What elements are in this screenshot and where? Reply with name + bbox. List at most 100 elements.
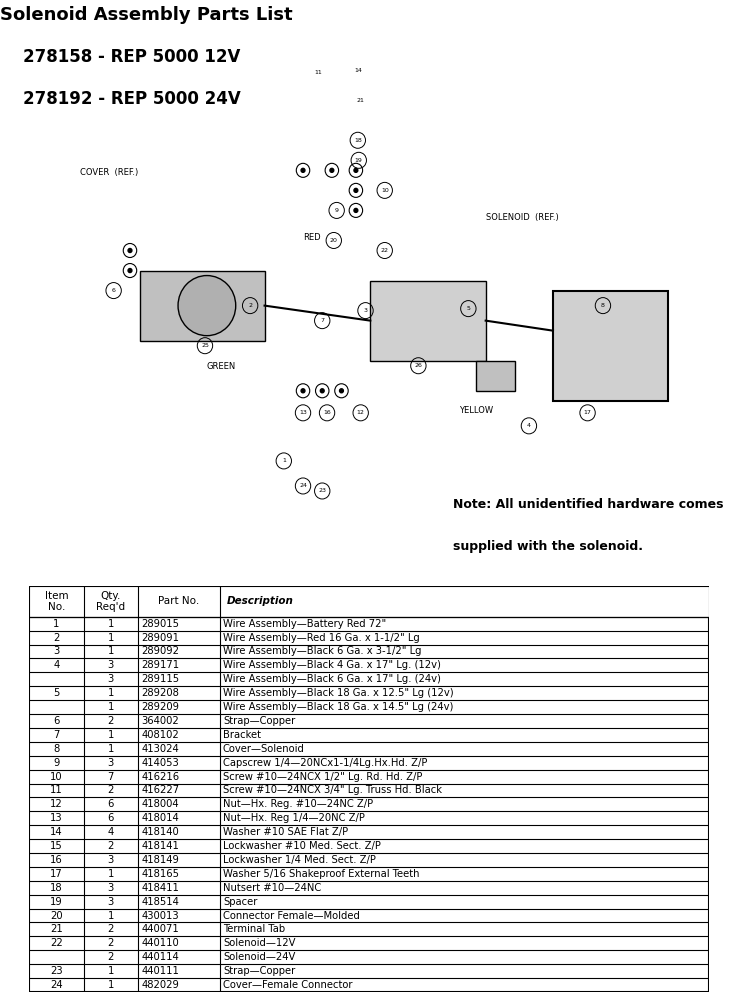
- Text: 6: 6: [107, 800, 114, 810]
- Text: 2: 2: [248, 304, 252, 308]
- Text: 6: 6: [107, 814, 114, 824]
- Text: 418141: 418141: [141, 841, 179, 851]
- Text: 1: 1: [53, 618, 60, 628]
- Text: 1: 1: [107, 702, 114, 712]
- Text: 440111: 440111: [141, 966, 179, 976]
- Text: 21: 21: [357, 98, 365, 102]
- Text: Cover—Solenoid: Cover—Solenoid: [223, 743, 305, 754]
- Text: 3: 3: [363, 309, 368, 313]
- Circle shape: [128, 269, 132, 273]
- Text: 7: 7: [320, 319, 325, 323]
- Text: 6: 6: [53, 716, 60, 726]
- Text: Wire Assembly—Black 6 Ga. x 17" Lg. (24v): Wire Assembly—Black 6 Ga. x 17" Lg. (24v…: [223, 674, 441, 684]
- Text: 25: 25: [201, 344, 209, 348]
- Circle shape: [330, 168, 334, 172]
- Text: 416227: 416227: [141, 786, 180, 796]
- Text: 12: 12: [357, 411, 365, 415]
- Text: Washer 5/16 Shakeproof External Teeth: Washer 5/16 Shakeproof External Teeth: [223, 869, 420, 879]
- Text: 440110: 440110: [141, 938, 179, 948]
- Text: 14: 14: [354, 68, 362, 72]
- Text: 1: 1: [107, 869, 114, 879]
- Text: 8: 8: [601, 304, 605, 308]
- Text: COVER  (REF.): COVER (REF.): [80, 168, 138, 177]
- Text: 3: 3: [107, 660, 114, 670]
- Text: Strap—Copper: Strap—Copper: [223, 966, 295, 976]
- Text: Lockwasher #10 Med. Sect. Z/P: Lockwasher #10 Med. Sect. Z/P: [223, 841, 381, 851]
- Text: 3: 3: [107, 883, 114, 893]
- Text: 289091: 289091: [141, 632, 179, 642]
- Text: 2: 2: [107, 716, 114, 726]
- Text: 14: 14: [50, 828, 63, 837]
- Text: 2: 2: [107, 841, 114, 851]
- Text: 5: 5: [53, 688, 60, 698]
- Text: Description: Description: [227, 596, 293, 606]
- Ellipse shape: [178, 276, 235, 336]
- Text: 418411: 418411: [141, 883, 179, 893]
- Text: 289209: 289209: [141, 702, 179, 712]
- Text: 482029: 482029: [141, 980, 179, 990]
- Text: 7: 7: [53, 729, 60, 739]
- Text: 24: 24: [299, 484, 307, 488]
- Circle shape: [301, 389, 305, 393]
- Circle shape: [354, 188, 357, 192]
- Text: 1: 1: [107, 980, 114, 990]
- Text: 9: 9: [335, 208, 338, 212]
- Text: Solenoid Assembly Parts List: Solenoid Assembly Parts List: [0, 6, 292, 24]
- Circle shape: [354, 208, 357, 212]
- Text: 10: 10: [50, 772, 63, 782]
- Text: Bracket: Bracket: [223, 729, 261, 739]
- Bar: [476, 361, 515, 391]
- Text: 23: 23: [50, 966, 63, 976]
- Text: 16: 16: [50, 855, 63, 865]
- Text: 1: 1: [107, 743, 114, 754]
- Text: Spacer: Spacer: [223, 897, 257, 907]
- Text: 289208: 289208: [141, 688, 179, 698]
- Text: 2: 2: [107, 925, 114, 935]
- Text: 416216: 416216: [141, 772, 180, 782]
- Text: 13: 13: [50, 814, 63, 824]
- Text: 17: 17: [50, 869, 63, 879]
- Text: 2: 2: [107, 952, 114, 962]
- Text: RED: RED: [303, 233, 321, 242]
- Text: Cover—Female Connector: Cover—Female Connector: [223, 980, 352, 990]
- Text: 1: 1: [107, 632, 114, 642]
- Text: Nut—Hx. Reg. #10—24NC Z/P: Nut—Hx. Reg. #10—24NC Z/P: [223, 800, 373, 810]
- Text: 430013: 430013: [141, 911, 179, 921]
- Text: 26: 26: [414, 364, 423, 368]
- Text: 7: 7: [107, 772, 114, 782]
- Text: Solenoid—24V: Solenoid—24V: [223, 952, 295, 962]
- Text: Nut—Hx. Reg 1/4—20NC Z/P: Nut—Hx. Reg 1/4—20NC Z/P: [223, 814, 365, 824]
- Text: 413024: 413024: [141, 743, 179, 754]
- Text: Strap—Copper: Strap—Copper: [223, 716, 295, 726]
- Text: Wire Assembly—Black 4 Ga. x 17" Lg. (12v): Wire Assembly—Black 4 Ga. x 17" Lg. (12v…: [223, 660, 441, 670]
- Text: Wire Assembly—Black 18 Ga. x 12.5" Lg (12v): Wire Assembly—Black 18 Ga. x 12.5" Lg (1…: [223, 688, 454, 698]
- Text: 13: 13: [299, 411, 307, 415]
- Text: 3: 3: [107, 897, 114, 907]
- Text: Solenoid—12V: Solenoid—12V: [223, 938, 295, 948]
- Bar: [140, 271, 265, 341]
- Text: Screw #10—24NCX 3/4" Lg. Truss Hd. Black: Screw #10—24NCX 3/4" Lg. Truss Hd. Black: [223, 786, 442, 796]
- Text: 4: 4: [53, 660, 59, 670]
- Text: 3: 3: [107, 674, 114, 684]
- Bar: [371, 281, 485, 361]
- Text: 4: 4: [527, 424, 531, 428]
- Text: 364002: 364002: [141, 716, 179, 726]
- Text: 10: 10: [381, 188, 389, 192]
- Text: 1: 1: [282, 459, 286, 463]
- Text: 2: 2: [53, 632, 60, 642]
- Circle shape: [320, 389, 324, 393]
- Text: Screw #10—24NCX 1/2" Lg. Rd. Hd. Z/P: Screw #10—24NCX 1/2" Lg. Rd. Hd. Z/P: [223, 772, 423, 782]
- Text: supplied with the solenoid.: supplied with the solenoid.: [453, 540, 643, 553]
- Text: 11: 11: [314, 70, 322, 74]
- Text: 22: 22: [50, 938, 63, 948]
- Text: 1: 1: [107, 618, 114, 628]
- Text: 22: 22: [381, 248, 389, 253]
- Text: 16: 16: [323, 411, 331, 415]
- Text: 8: 8: [53, 743, 59, 754]
- Circle shape: [354, 168, 357, 172]
- Text: 12: 12: [50, 800, 63, 810]
- Text: 289015: 289015: [141, 618, 179, 628]
- Text: 418014: 418014: [141, 814, 179, 824]
- Text: 289092: 289092: [141, 646, 179, 656]
- Text: 414053: 414053: [141, 758, 179, 768]
